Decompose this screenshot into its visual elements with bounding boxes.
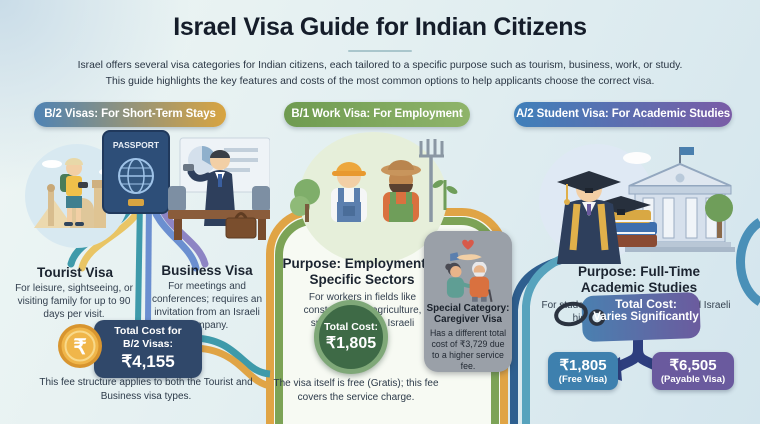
- page-title: Israel Visa Guide for Indian Citizens: [173, 13, 587, 41]
- tree-illustration: [705, 194, 733, 238]
- heart-in-hand-icon: [450, 239, 482, 262]
- b2-cost-line2: B/2 Visas:: [122, 338, 173, 351]
- b1-cost-amount: ₹1,805: [325, 335, 377, 352]
- b2-cost-amount: ₹4,155: [121, 352, 175, 372]
- businessman-illustration: [168, 137, 270, 240]
- a2-free-amount: ₹1,805: [559, 357, 607, 374]
- elderly-couple-illustration: [445, 261, 493, 302]
- b2-total-cost-badge: Total Cost for B/2 Visas: ₹4,155: [94, 320, 202, 379]
- a2-payable-amount: ₹6,505: [669, 357, 717, 374]
- a2-purpose-title: Purpose: Full-Time Academic Studies: [577, 264, 700, 296]
- graduate-illustration: [557, 171, 621, 264]
- a2-tag-line1: Total Cost:: [615, 297, 677, 311]
- business-visa-description: For meetings and conferences; requires a…: [151, 281, 263, 331]
- price-tag: [554, 292, 701, 342]
- b1-cost-label: Total Cost:: [323, 321, 379, 333]
- section-pill-b1-work-visa: B/1 Work Visa: For Employment: [284, 102, 470, 127]
- caregiver-title-line2: Caregiver Visa: [434, 314, 502, 326]
- tourist-visa-title: Tourist Visa: [36, 265, 114, 280]
- subtitle-line-2: This guide highlights the key features a…: [105, 76, 655, 87]
- caregiver-title-line1: Special Category:: [426, 302, 510, 314]
- a2-payable-label: (Payable Visa): [660, 374, 726, 385]
- caregiver-description: Has a different total cost of ₹3,729 due…: [429, 328, 507, 372]
- b1-footnote: The visa itself is free (Gratis); this f…: [273, 378, 439, 403]
- a2-total-cost-tag-text: Total Cost: Varies Significantly: [592, 297, 700, 323]
- passport-icon: PASSPORT: [102, 130, 170, 214]
- section-pill-a2-student-visa: A/2 Student Visa: For Academic Studies: [514, 102, 732, 127]
- b1-total-cost-circle: Total Cost: ₹1,805: [314, 300, 388, 374]
- caregiver-special-category-panel: Special Category: Caregiver Visa Has a d…: [424, 231, 512, 372]
- a2-payable-visa-badge: ₹6,505 (Payable Visa): [652, 352, 734, 390]
- title-divider: [348, 50, 412, 52]
- business-visa-title: Business Visa: [161, 263, 253, 278]
- a2-tag-line2: Varies Significantly: [593, 311, 699, 323]
- b2-cost-line1: Total Cost for: [114, 325, 182, 337]
- b1-purpose-title: Purpose: Employment in Specific Sectors: [282, 256, 442, 288]
- a2-free-visa-badge: ₹1,805 (Free Visa): [548, 352, 618, 390]
- tourist-visa-description: For leisure, sightseeing, or visiting fa…: [15, 283, 133, 320]
- workers-illustration: [290, 132, 458, 264]
- subtitle-line-1: Israel offers several visa categories fo…: [77, 60, 683, 71]
- section-pill-b2-visas: B/2 Visas: For Short-Term Stays: [34, 102, 226, 127]
- b2-footnote: This fee structure applies to both the T…: [39, 377, 253, 402]
- a2-free-label: (Free Visa): [558, 374, 608, 385]
- rupee-coin-icon: ₹: [58, 324, 102, 368]
- svg-text:PASSPORT: PASSPORT: [113, 140, 160, 150]
- svg-text:₹: ₹: [73, 336, 86, 359]
